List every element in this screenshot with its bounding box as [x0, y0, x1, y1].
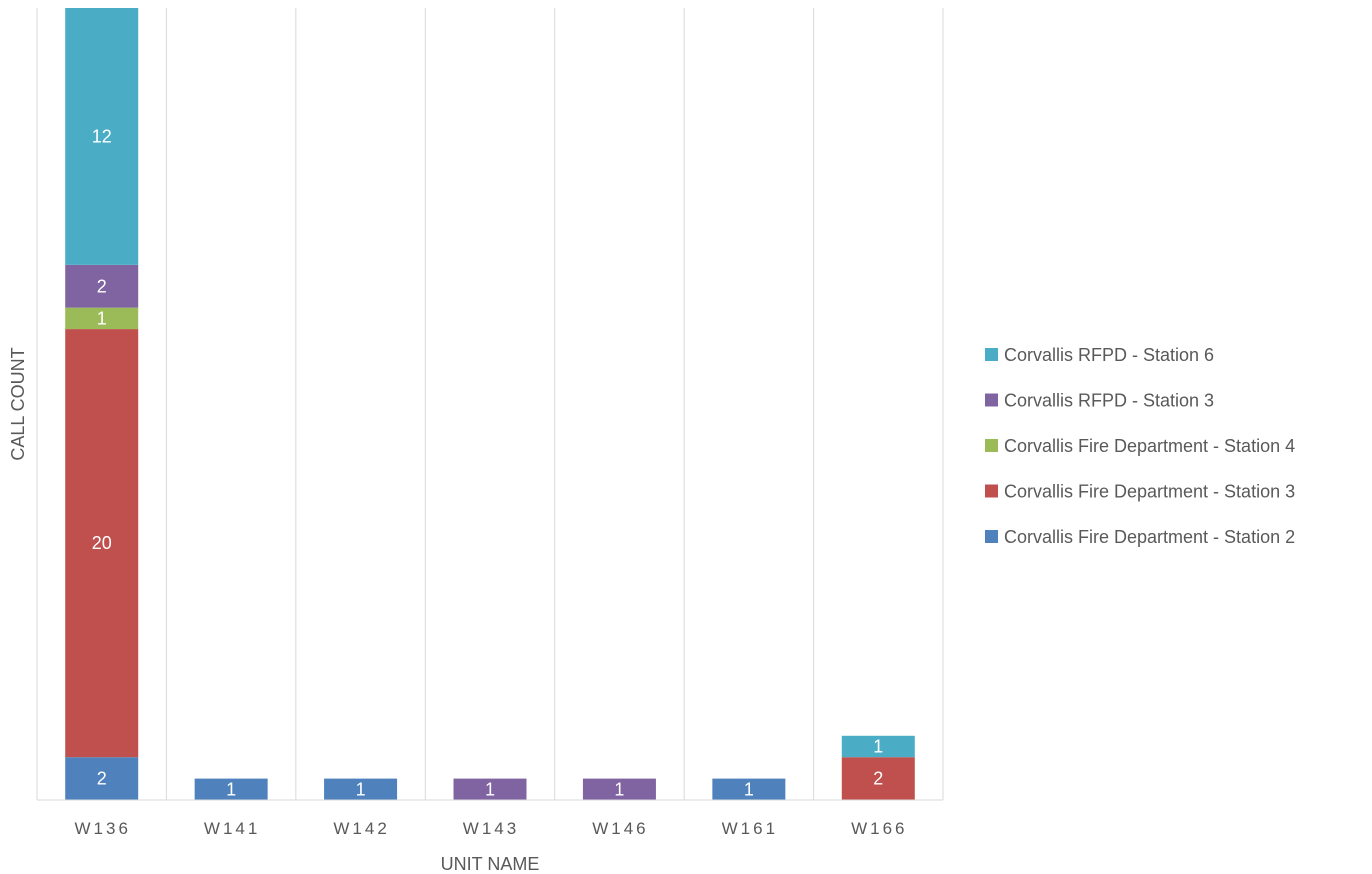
data-label-W161-series-0: 1 [744, 779, 754, 799]
x-tick-labels: W136 W141 W142 W143 W146 W161 W166 [75, 819, 907, 838]
bar-W143-series-3 [453, 778, 527, 800]
bar-W136-series-0 [65, 757, 139, 800]
data-label-W136-series-1: 20 [92, 533, 112, 553]
data-label-W142-series-0: 1 [356, 779, 366, 799]
bar-W136-series-1 [65, 329, 139, 758]
legend-swatch-series-3 [985, 393, 998, 407]
bar-W166-series-4 [841, 735, 915, 758]
legend: Corvallis RFPD - Station 6 Corvallis RFPD… [985, 345, 1295, 547]
data-label-W136-series-2: 1 [97, 308, 107, 328]
y-axis-title: CALL COUNT [8, 347, 28, 460]
x-axis-title: UNIT NAME [441, 854, 540, 874]
legend-label-series-4: Corvallis RFPD - Station 6 [1004, 345, 1214, 365]
data-label-W136-series-3: 2 [97, 276, 107, 296]
legend-swatch-series-1 [985, 484, 998, 498]
legend-swatch-series-4 [985, 348, 998, 361]
data-label-W166-series-4: 1 [873, 736, 883, 756]
bar-W136-series-2 [65, 307, 139, 330]
legend-label-series-1: Corvallis Fire Department - Station 3 [1004, 482, 1295, 502]
data-label-W136-series-4: 12 [92, 126, 112, 146]
legend-swatch-series-2 [985, 439, 998, 452]
legend-label-series-2: Corvallis Fire Department - Station 4 [1004, 436, 1295, 456]
data-label-W146-series-3: 1 [614, 779, 624, 799]
bar-W142-series-0 [324, 778, 398, 800]
legend-label-series-0: Corvallis Fire Department - Station 2 [1004, 527, 1295, 547]
data-label-W166-series-1: 2 [873, 769, 883, 789]
x-tick-label-W136: W136 [75, 819, 131, 838]
bar-W136-series-4 [65, 8, 139, 265]
data-label-W141-series-0: 1 [226, 779, 236, 799]
legend-swatch-series-0 [985, 530, 998, 543]
x-tick-label-W141: W141 [204, 819, 260, 838]
legend-label-series-3: Corvallis RFPD - Station 3 [1004, 391, 1214, 411]
x-tick-label-W142: W142 [333, 819, 389, 838]
bar-W146-series-3 [582, 778, 656, 800]
bar-W161-series-0 [712, 778, 786, 800]
gridlines [36, 8, 944, 800]
x-tick-label-W146: W146 [592, 819, 648, 838]
bars [65, 8, 915, 800]
x-tick-label-W166: W166 [851, 819, 907, 838]
bar-W136-series-3 [65, 264, 139, 308]
data-label-W143-series-3: 1 [485, 779, 495, 799]
data-label-W136-series-0: 2 [97, 769, 107, 789]
bar-W166-series-1 [841, 757, 915, 800]
x-tick-label-W143: W143 [463, 819, 519, 838]
x-tick-label-W161: W161 [722, 819, 778, 838]
bar-W141-series-0 [194, 778, 268, 800]
